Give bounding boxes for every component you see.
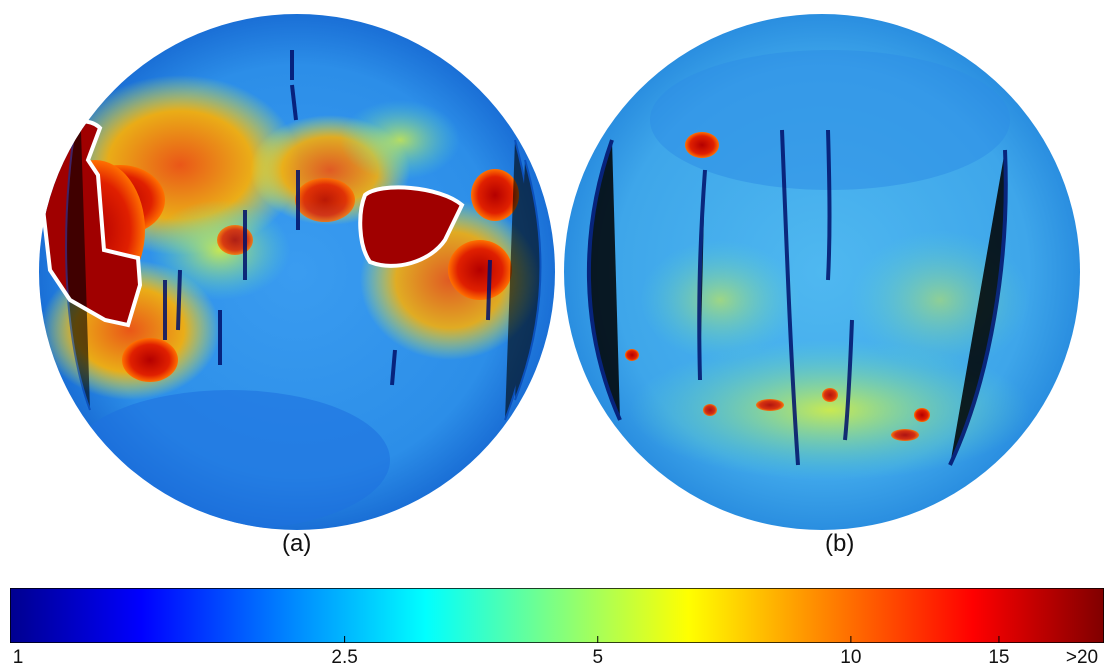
outline-region-east [358,185,465,268]
panel-label-a: (a) [282,530,312,557]
outline-region-west [39,119,143,328]
colorbar-tick-label: 5 [592,647,604,668]
globe-b [564,14,1080,530]
colorbar [10,588,1104,643]
globe-a [39,14,555,530]
colorbar-tick-label: 1 [12,647,24,668]
colorbar-tick-label: >20 [1065,647,1099,668]
colorbar-tick-label: 2.5 [331,647,358,668]
colorbar-tick-label: 10 [840,647,862,668]
panel-label-b: (b) [825,530,855,557]
colorbar-tick-label: 15 [988,647,1010,668]
